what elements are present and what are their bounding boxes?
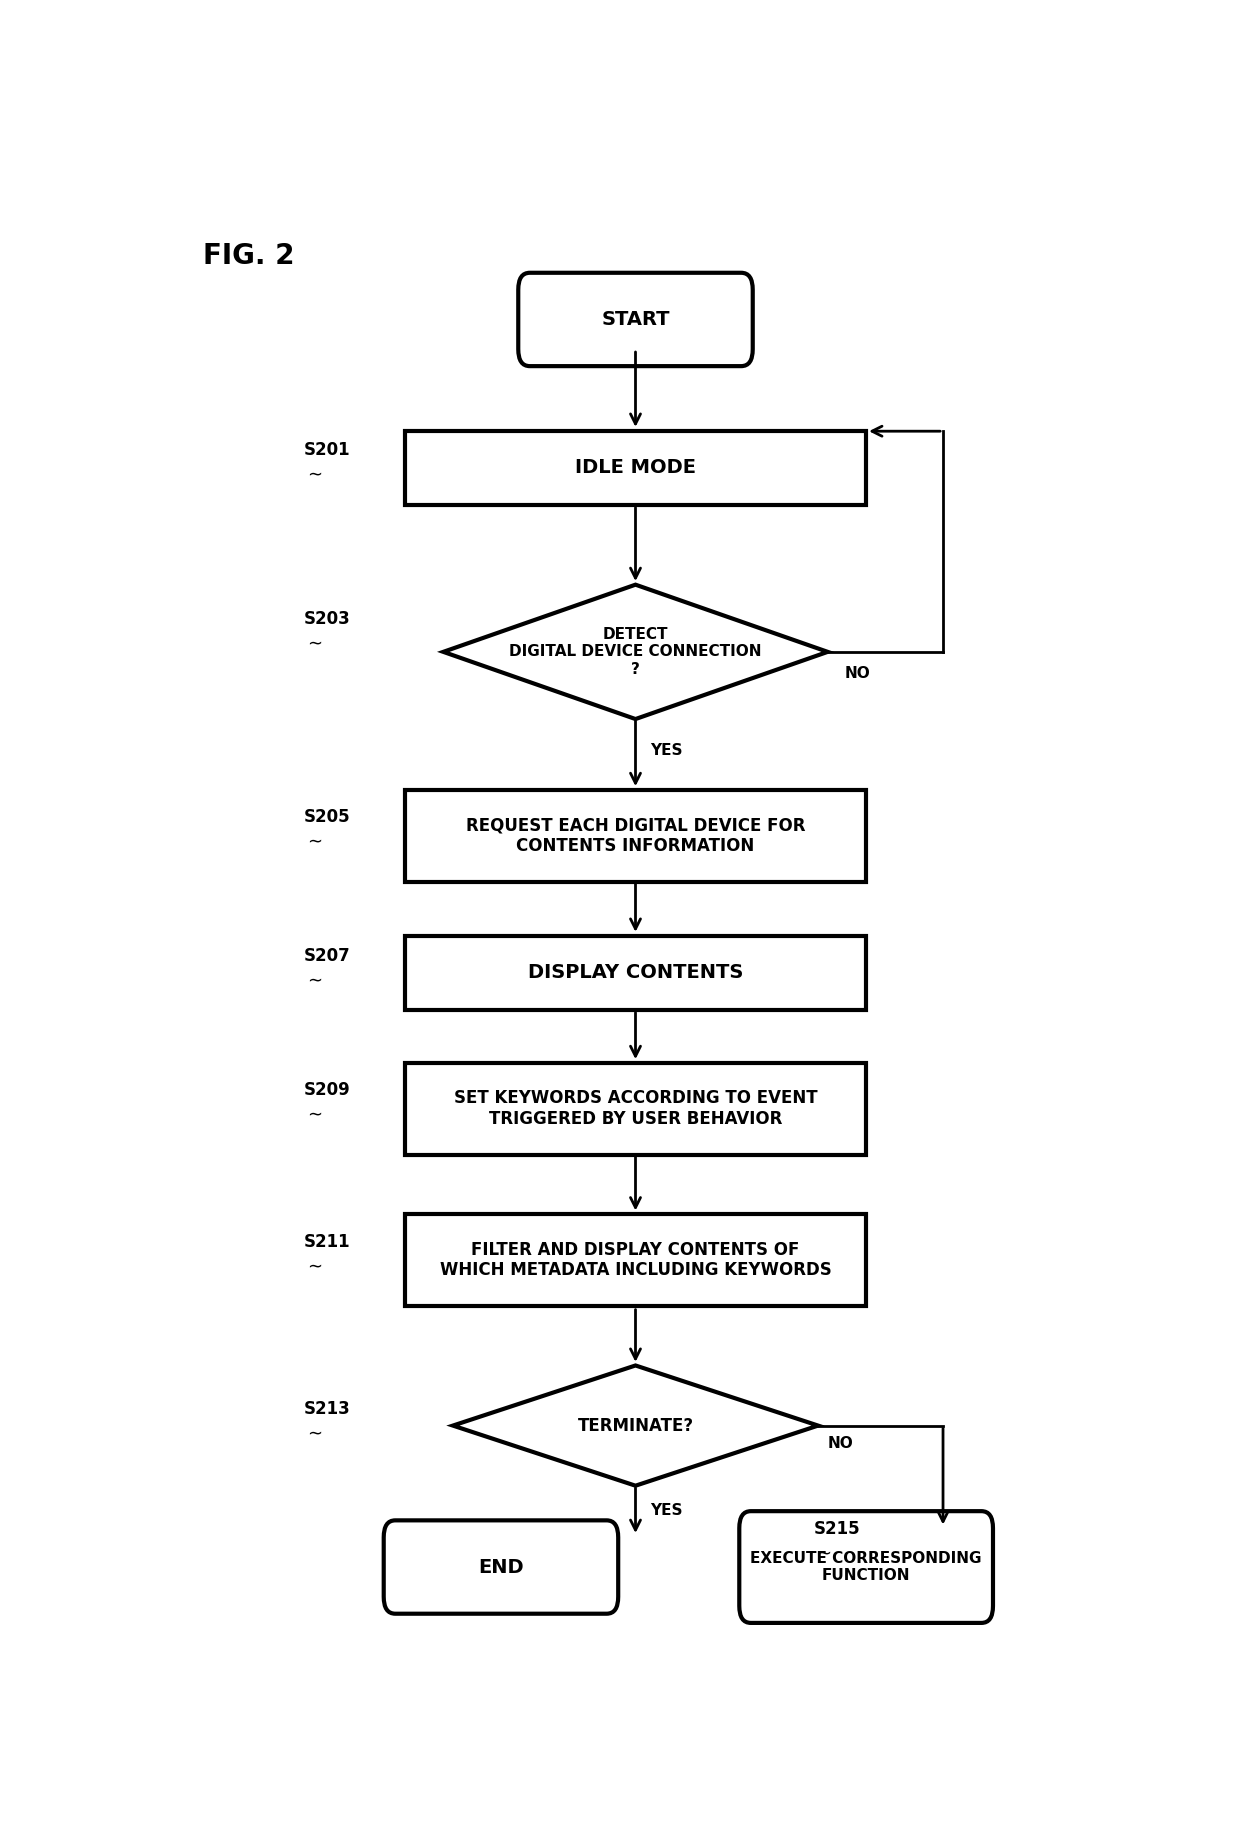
FancyBboxPatch shape [739, 1512, 993, 1622]
Text: S215: S215 [813, 1519, 859, 1538]
Text: FILTER AND DISPLAY CONTENTS OF
WHICH METADATA INCLUDING KEYWORDS: FILTER AND DISPLAY CONTENTS OF WHICH MET… [440, 1240, 831, 1280]
Polygon shape [444, 584, 828, 718]
Text: YES: YES [650, 744, 682, 759]
Text: S213: S213 [304, 1400, 351, 1418]
Text: NO: NO [828, 1437, 853, 1451]
Text: EXECUTE CORRESPONDING
FUNCTION: EXECUTE CORRESPONDING FUNCTION [750, 1550, 982, 1583]
Text: REQUEST EACH DIGITAL DEVICE FOR
CONTENTS INFORMATION: REQUEST EACH DIGITAL DEVICE FOR CONTENTS… [466, 816, 805, 856]
Bar [404, 432, 866, 505]
Text: ∼: ∼ [306, 1426, 322, 1444]
Text: S201: S201 [304, 441, 351, 459]
FancyBboxPatch shape [383, 1521, 619, 1613]
Bar [404, 790, 866, 882]
Text: S209: S209 [304, 1082, 351, 1099]
Text: SET KEYWORDS ACCORDING TO EVENT
TRIGGERED BY USER BEHAVIOR: SET KEYWORDS ACCORDING TO EVENT TRIGGERE… [454, 1089, 817, 1128]
Text: ∼: ∼ [306, 972, 322, 990]
Bar [404, 937, 866, 1010]
Polygon shape [453, 1365, 818, 1486]
Text: DISPLAY CONTENTS: DISPLAY CONTENTS [528, 963, 743, 983]
Text: START: START [601, 310, 670, 329]
Text: NO: NO [844, 665, 870, 680]
Text: TERMINATE?: TERMINATE? [578, 1416, 693, 1435]
Text: S205: S205 [304, 808, 351, 827]
Text: S211: S211 [304, 1233, 351, 1251]
Text: IDLE MODE: IDLE MODE [575, 459, 696, 478]
Text: S203: S203 [304, 610, 351, 628]
Text: ∼: ∼ [306, 636, 322, 654]
FancyBboxPatch shape [518, 272, 753, 366]
Text: ∼: ∼ [306, 834, 322, 852]
Text: ∼: ∼ [306, 467, 322, 483]
Text: END: END [479, 1558, 523, 1576]
Text: ∼: ∼ [306, 1258, 322, 1277]
Text: S207: S207 [304, 948, 351, 964]
Text: ∼: ∼ [306, 1108, 322, 1124]
Text: ∼: ∼ [816, 1545, 831, 1563]
Bar [404, 1214, 866, 1306]
Text: DETECT
DIGITAL DEVICE CONNECTION
?: DETECT DIGITAL DEVICE CONNECTION ? [510, 626, 761, 676]
Bar [404, 1064, 866, 1155]
Text: YES: YES [650, 1503, 682, 1517]
Text: FIG. 2: FIG. 2 [203, 242, 295, 270]
